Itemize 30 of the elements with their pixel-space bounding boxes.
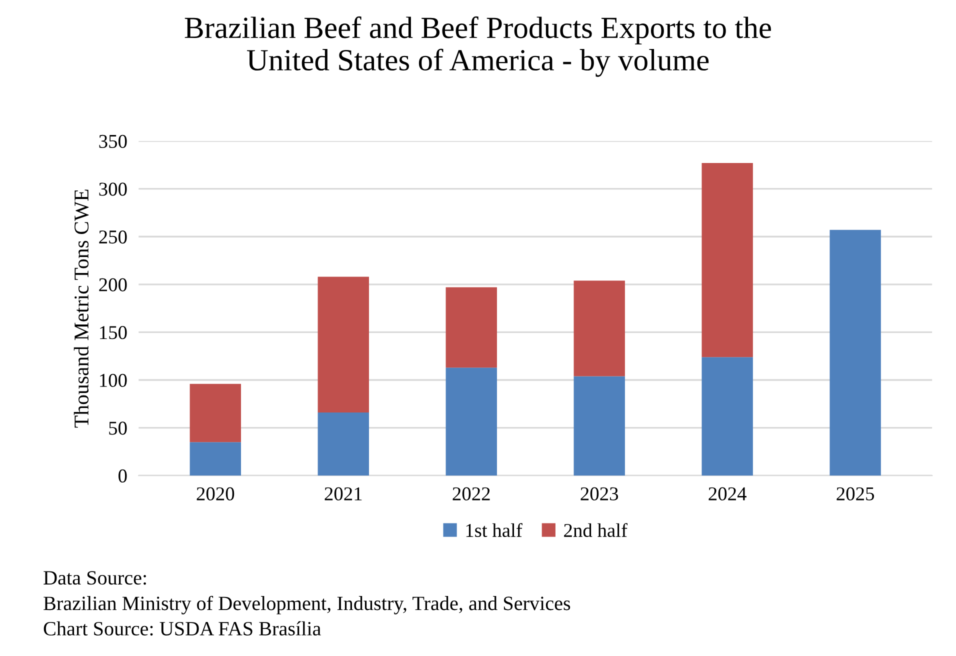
y-tick-label: 350 [99,134,127,148]
bar [574,280,625,376]
bar [830,230,881,476]
bar [574,376,625,476]
bar [190,442,242,476]
y-tick-label: 250 [99,230,127,244]
y-tick-label: 0 [118,469,127,483]
bar [318,412,369,476]
bar [190,384,242,442]
bar [446,287,497,368]
y-axis-title: Thousand Metric Tons CWE [74,190,89,428]
y-tick-label: 150 [100,326,127,340]
x-tick-label: 2025 [836,487,874,500]
source-note: Data Source: Brazilian Ministry of Development, Industry, Trade, and Services Chart Source: USDA FAS Brasília [44,571,570,636]
bar [318,276,369,413]
x-tick-label: 2023 [580,487,618,500]
x-tick-label: 2020 [196,487,234,500]
x-tick-label: 2021 [324,487,362,500]
legend-label: 1st half [466,523,522,538]
bar [702,357,753,476]
x-tick-label: 2022 [452,487,490,500]
y-tick-label: 100 [100,374,127,387]
x-tick-label: 2024 [708,487,746,500]
bar [702,163,753,358]
y-tick-label: 300 [99,182,127,196]
bar [446,368,497,476]
y-tick-label: 50 [109,422,127,435]
chart-title: Brazilian Beef and Beef Products Exports to the United States of America - by volume [184,16,771,77]
y-tick-label: 200 [99,278,127,292]
legend-label: 2nd half [564,523,628,538]
